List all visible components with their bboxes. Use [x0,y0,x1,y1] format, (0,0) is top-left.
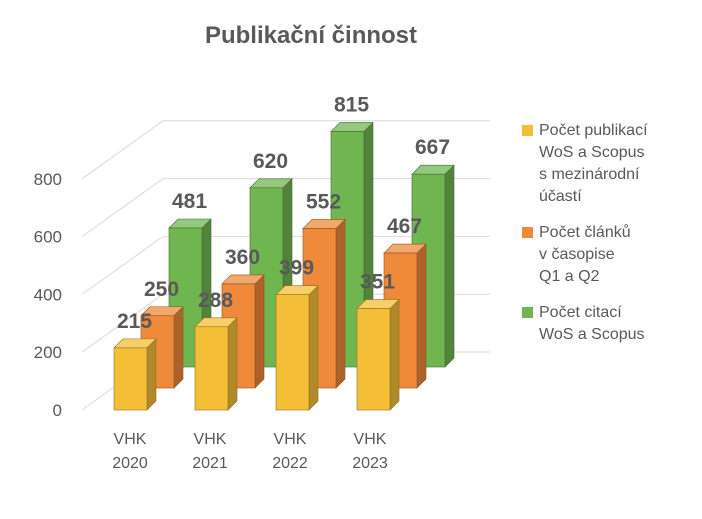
legend-label: Počet publikací WoS a Scopus s mezinárod… [539,122,648,205]
legend-swatch [522,227,533,238]
legend-swatch [522,307,533,318]
chart-title: Publikační činnost [204,22,418,49]
bar-side [416,243,427,389]
bar-side [389,298,400,411]
y-tick-label: 800 [34,170,62,189]
data-label: 288 [198,289,233,312]
bar [356,308,391,411]
legend-item: Počet publikací WoS a Scopus s mezinárod… [522,120,697,208]
bar [113,347,148,411]
data-label: 399 [279,257,314,280]
bar-side [444,164,455,368]
data-label: 467 [387,215,422,238]
y-tick-label: 600 [34,228,62,247]
data-label: 215 [117,310,152,333]
bar [194,326,229,411]
data-label: 360 [225,246,260,269]
gridline [81,235,490,295]
gridline [81,178,490,238]
bar-side [146,338,157,411]
bar [275,294,310,411]
y-tick-label: 400 [34,285,62,304]
legend-item: Počet citací WoS a Scopus [522,302,697,346]
bar-side [254,274,265,389]
gridline [81,120,490,180]
data-label: 552 [306,190,341,213]
bar-side [227,317,238,411]
bar-side [335,218,346,389]
data-label: 815 [334,93,369,116]
gridline [81,293,490,353]
data-label: 481 [172,190,207,213]
y-tick-label: 200 [34,343,62,362]
x-tick-label: VHK 2021 [192,431,228,472]
x-tick-label: VHK 2022 [272,431,308,472]
legend-label: Počet článků v časopise Q1 a Q2 [539,224,631,285]
data-label: 667 [415,136,450,159]
legend-label: Počet citací WoS a Scopus [539,304,645,343]
legend-item: Počet článků v časopise Q1 a Q2 [522,222,697,288]
data-label: 620 [253,150,288,173]
bar-side [308,284,319,411]
data-label: 250 [144,278,179,301]
x-tick-label: VHK 2020 [112,431,148,472]
bar-side [173,306,184,389]
x-tick-label: VHK 2023 [352,431,388,472]
y-tick-label: 0 [53,401,62,420]
legend-swatch [522,125,533,136]
data-label: 351 [360,271,395,294]
legend: Počet publikací WoS a Scopus s mezinárod… [522,120,697,360]
